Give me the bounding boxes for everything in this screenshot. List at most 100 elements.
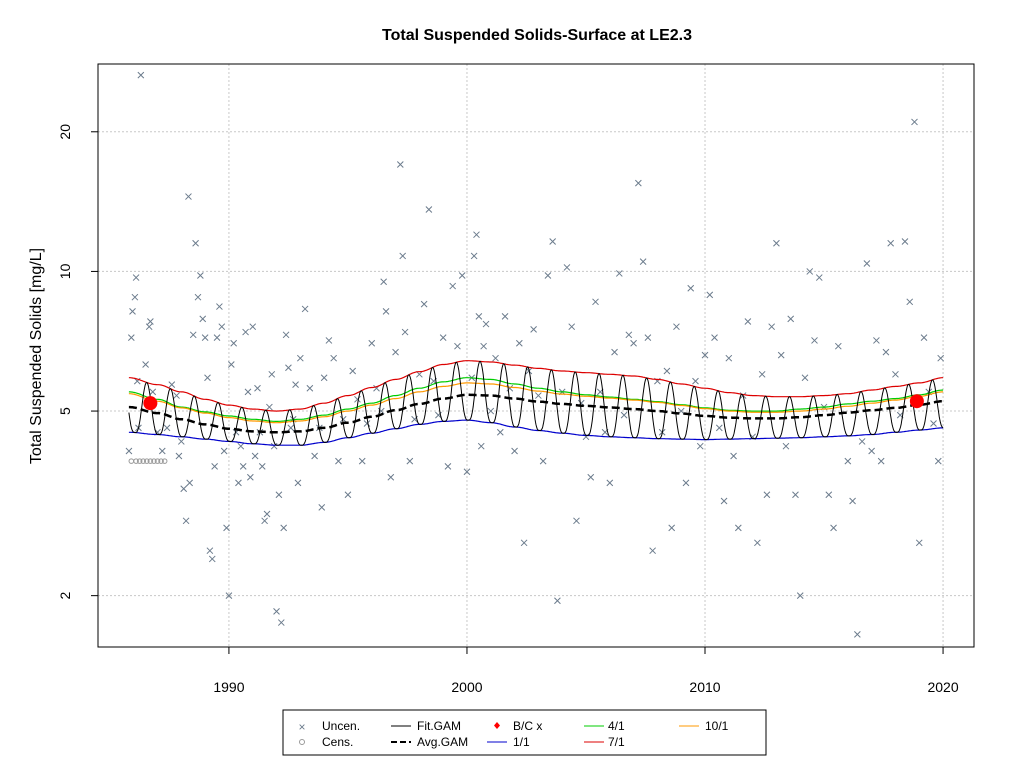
- censored-point: [128, 458, 135, 464]
- uncensored-point: [339, 415, 347, 423]
- uncensored-point: [158, 447, 166, 455]
- uncensored-point: [496, 428, 504, 436]
- x-tick-label-2020: 2020: [927, 679, 958, 695]
- legend-avggam: Avg.GAM: [391, 735, 468, 749]
- uncensored-point: [911, 118, 918, 126]
- uncensored-point: [213, 334, 221, 341]
- grid: [98, 64, 974, 647]
- uncensored-point: [425, 206, 433, 213]
- legend-avggam-label: Avg.GAM: [417, 735, 468, 749]
- uncensored-point: [882, 348, 890, 356]
- uncensored-point: [834, 342, 842, 350]
- uncensored-point: [237, 442, 245, 450]
- chart-title: Total Suspended Solids-Surface at LE2.3: [382, 27, 692, 44]
- uncensored-point: [287, 424, 295, 432]
- uncensored-point: [266, 403, 273, 411]
- y-axis-label: Total Suspended Solids [mg/L]: [28, 248, 45, 464]
- uncensored-point: [296, 354, 304, 362]
- uncensored-point: [663, 367, 671, 375]
- uncensored-point: [901, 238, 909, 245]
- uncensored-point: [387, 473, 395, 481]
- uncensored-point: [539, 457, 547, 465]
- uncensored-point: [216, 303, 223, 310]
- uncensored-point: [587, 473, 595, 481]
- uncensored-point: [311, 452, 318, 460]
- uncensored-point: [218, 323, 226, 331]
- uncensored-point: [186, 479, 194, 487]
- uncensored-point: [768, 323, 776, 331]
- censored-points: [128, 458, 168, 464]
- bc-point: [143, 396, 158, 411]
- uncensored-point: [439, 334, 447, 341]
- uncensored-point: [673, 323, 680, 331]
- uncensored-point: [251, 452, 259, 460]
- uncensored-point: [125, 447, 133, 455]
- uncensored-point: [225, 592, 233, 600]
- uncensored-point: [687, 284, 695, 292]
- uncensored-point: [773, 239, 780, 247]
- uncensored-point: [320, 374, 328, 382]
- uncensored-point: [301, 305, 309, 313]
- uncensored-point: [487, 407, 495, 415]
- uncensored-point: [592, 298, 599, 306]
- x-tick-label-1990: 1990: [213, 679, 244, 695]
- legend-1-1: 1/1: [487, 735, 530, 749]
- uncensored-point: [149, 388, 157, 396]
- uncensored-point: [501, 313, 509, 320]
- legend-cens: Cens.: [299, 735, 353, 749]
- uncensored-point: [268, 370, 276, 378]
- series-line-10-1: [128, 382, 944, 424]
- uncensored-point: [887, 239, 895, 247]
- uncensored-point: [730, 452, 737, 460]
- uncensored-point: [458, 272, 466, 279]
- uncensored-point: [937, 354, 945, 362]
- uncensored-point: [330, 354, 338, 362]
- censored-point: [140, 458, 147, 464]
- uncensored-point: [147, 318, 154, 325]
- uncensored-point: [396, 161, 404, 168]
- uncensored-point: [877, 457, 885, 465]
- uncensored-point: [796, 592, 804, 600]
- uncensored-point: [192, 239, 199, 247]
- uncensored-point: [815, 274, 823, 281]
- series-line-4-1: [128, 377, 944, 422]
- uncensored-point: [127, 334, 135, 341]
- uncensored-point: [682, 479, 690, 487]
- legend-cens-label: Cens.: [322, 735, 353, 749]
- uncensored-point: [294, 479, 302, 487]
- legend-10-1-label: 10/1: [705, 719, 729, 733]
- uncensored-point: [463, 468, 471, 476]
- legend-uncen-label: Uncen.: [322, 719, 360, 733]
- uncensored-point: [825, 491, 833, 499]
- uncensored-point: [168, 381, 176, 389]
- uncensored-point: [473, 231, 480, 239]
- y-axis: 2 5 10 20: [57, 124, 98, 600]
- uncensored-point: [182, 517, 190, 525]
- uncensored-point: [206, 547, 214, 555]
- uncensored-point: [254, 384, 261, 392]
- uncensored-point: [363, 420, 371, 427]
- uncensored-point: [573, 517, 580, 525]
- uncensored-point: [611, 348, 618, 356]
- censored-point: [133, 458, 139, 464]
- uncensored-point: [615, 270, 623, 277]
- legend-uncen-symbol: ×: [298, 720, 305, 734]
- uncensored-point: [863, 260, 871, 267]
- series-line-fit-gam: [128, 361, 944, 446]
- uncensored-point: [277, 619, 285, 626]
- uncensored-point: [511, 447, 518, 455]
- uncensored-point: [706, 291, 714, 299]
- legend-uncen: × Uncen.: [298, 719, 360, 734]
- uncensored-point: [244, 388, 252, 396]
- uncensored-point: [754, 539, 761, 547]
- uncensored-point: [399, 252, 407, 260]
- plot-frame: [97, 63, 975, 648]
- uncensored-point: [930, 420, 937, 427]
- uncensored-point: [620, 411, 628, 419]
- series-lines: [128, 360, 944, 446]
- uncensored-point: [185, 193, 192, 200]
- uncensored-point: [470, 252, 478, 260]
- uncensored-point: [915, 539, 923, 547]
- censored-point: [143, 458, 150, 464]
